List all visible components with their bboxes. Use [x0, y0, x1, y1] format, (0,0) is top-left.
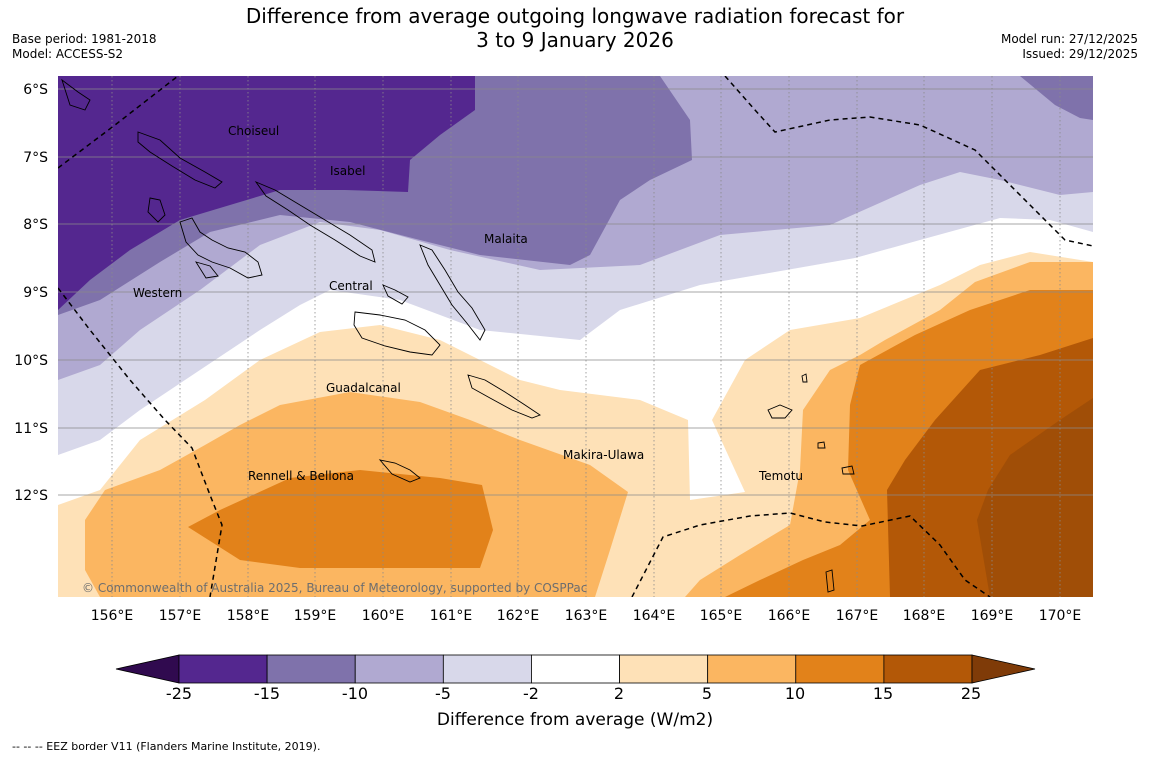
lon-label: 159°E: [294, 608, 337, 624]
band-neg-15-25: [58, 76, 475, 310]
colorbar-segments: [178, 654, 973, 684]
eez-borders: [58, 76, 1093, 597]
island-florida: [382, 284, 409, 305]
colorbar-tick: 5: [702, 684, 712, 703]
coastlines: [61, 78, 855, 593]
chart-title: Difference from average outgoing longwav…: [0, 4, 1150, 52]
colorbar-segment: [707, 654, 797, 684]
label-central: Central: [329, 279, 373, 293]
colorbar-segment: [883, 654, 973, 684]
island-new-georgia: [179, 217, 263, 279]
lon-label: 163°E: [565, 608, 608, 624]
lat-label: 12°S: [14, 488, 48, 504]
eez-south: [631, 512, 991, 597]
colorbar: -25 -15 -10 -5 -2 2 5 10 15 25: [115, 654, 1036, 703]
lon-label: 156°E: [91, 608, 134, 624]
meta-right: Model run: 27/12/2025 Issued: 29/12/2025: [1001, 32, 1138, 62]
island-rennell: [378, 459, 421, 483]
lon-gridlines: [111, 76, 1061, 597]
colorbar-label: Difference from average (W/m2): [436, 710, 714, 730]
colorbar-segment: [531, 654, 620, 684]
colorbar-segment: [442, 654, 532, 684]
colorbar-tick: -2: [523, 684, 539, 703]
model-name: Model: ACCESS-S2: [12, 47, 124, 61]
colorbar-segment: [178, 654, 268, 684]
band-25-east-shade: [977, 398, 1093, 597]
island-bougainville-tip: [61, 78, 91, 111]
lon-labels: 156°E 157°E 158°E 159°E 160°E 161°E 162°…: [91, 608, 1082, 624]
colorbar-tick: 2: [614, 684, 624, 703]
label-choiseul: Choiseul: [228, 124, 279, 138]
colorbar-tick: -10: [342, 684, 368, 703]
eez-legend: -- -- -- EEZ border V11 (Flanders Marine…: [12, 740, 321, 753]
lat-labels: 6°S 7°S 8°S 9°S 10°S 11°S 12°S: [14, 82, 48, 504]
lat-label: 11°S: [14, 421, 48, 437]
colorbar-tick: 10: [785, 684, 805, 703]
lat-label: 9°S: [23, 285, 48, 301]
colorbar-segment: [354, 654, 444, 684]
colorbar-ticks: -25 -15 -10 -5 -2 2 5 10 15 25: [166, 684, 981, 703]
colorbar-tick: -5: [435, 684, 451, 703]
title-line-1: Difference from average outgoing longwav…: [245, 4, 905, 28]
lat-label: 8°S: [23, 217, 48, 233]
lon-label: 162°E: [497, 608, 540, 624]
colorbar-segment: [619, 654, 709, 684]
label-guadalcanal: Guadalcanal: [326, 381, 401, 395]
label-makira: Makira-Ulawa: [563, 448, 644, 462]
colorbar-tick: 25: [961, 684, 981, 703]
lon-label: 169°E: [971, 608, 1014, 624]
colorbar-segment: [266, 654, 356, 684]
island-guadalcanal: [353, 311, 441, 356]
island-rendova: [194, 261, 219, 279]
lon-label: 160°E: [362, 608, 405, 624]
lat-label: 7°S: [23, 150, 48, 166]
colorbar-segment: [795, 654, 885, 684]
island-isabel: [254, 180, 376, 263]
meta-left: Base period: 1981-2018 Model: ACCESS-S2: [12, 32, 157, 62]
colorbar-tick: -15: [254, 684, 280, 703]
lon-label: 170°E: [1039, 608, 1082, 624]
label-rennell: Rennell & Bellona: [248, 469, 354, 483]
copyright-notice: © Commonwealth of Australia 2025, Bureau…: [82, 581, 587, 595]
lat-gridlines: [58, 88, 1093, 496]
island-vanikoro: [817, 441, 826, 449]
label-western: Western: [133, 286, 182, 300]
colorbar-tick: 15: [873, 684, 893, 703]
base-period: Base period: 1981-2018: [12, 32, 157, 46]
lon-label: 157°E: [159, 608, 202, 624]
colorbar-tick: -25: [166, 684, 192, 703]
anomaly-field: Choiseul Isabel Malaita Central Western …: [58, 76, 1093, 597]
band-neg-10-15-east: [1020, 76, 1093, 120]
issued-date: Issued: 29/12/2025: [1022, 47, 1138, 61]
lon-label: 158°E: [227, 608, 270, 624]
lon-label: 167°E: [836, 608, 879, 624]
island-choiseul: [137, 131, 223, 189]
label-malaita: Malaita: [484, 232, 528, 246]
island-santa-cruz: [767, 404, 793, 419]
title-line-2: 3 to 9 January 2026: [476, 28, 674, 52]
lat-label: 10°S: [14, 353, 48, 369]
band-25-east: [977, 398, 1093, 597]
colorbar-extend-low: [115, 654, 180, 684]
label-isabel: Isabel: [330, 164, 365, 178]
eez-west: [58, 287, 223, 597]
band-10-15-sw: [188, 470, 493, 568]
lat-label: 6°S: [23, 82, 48, 98]
island-utupua: [841, 465, 855, 475]
colorbar-extend-high: [971, 654, 1036, 684]
island-makira: [467, 374, 541, 419]
lon-label: 161°E: [430, 608, 473, 624]
island-vella: [147, 197, 166, 223]
lon-label: 164°E: [633, 608, 676, 624]
lon-label: 165°E: [700, 608, 743, 624]
island-duff: [801, 373, 808, 383]
model-run: Model run: 27/12/2025: [1000, 32, 1138, 46]
island-torres: [825, 569, 835, 593]
lon-label: 166°E: [768, 608, 811, 624]
lon-label: 168°E: [903, 608, 946, 624]
region-labels: Choiseul Isabel Malaita Central Western …: [133, 124, 803, 483]
island-malaita: [419, 244, 486, 341]
label-temotu: Temotu: [758, 469, 803, 483]
